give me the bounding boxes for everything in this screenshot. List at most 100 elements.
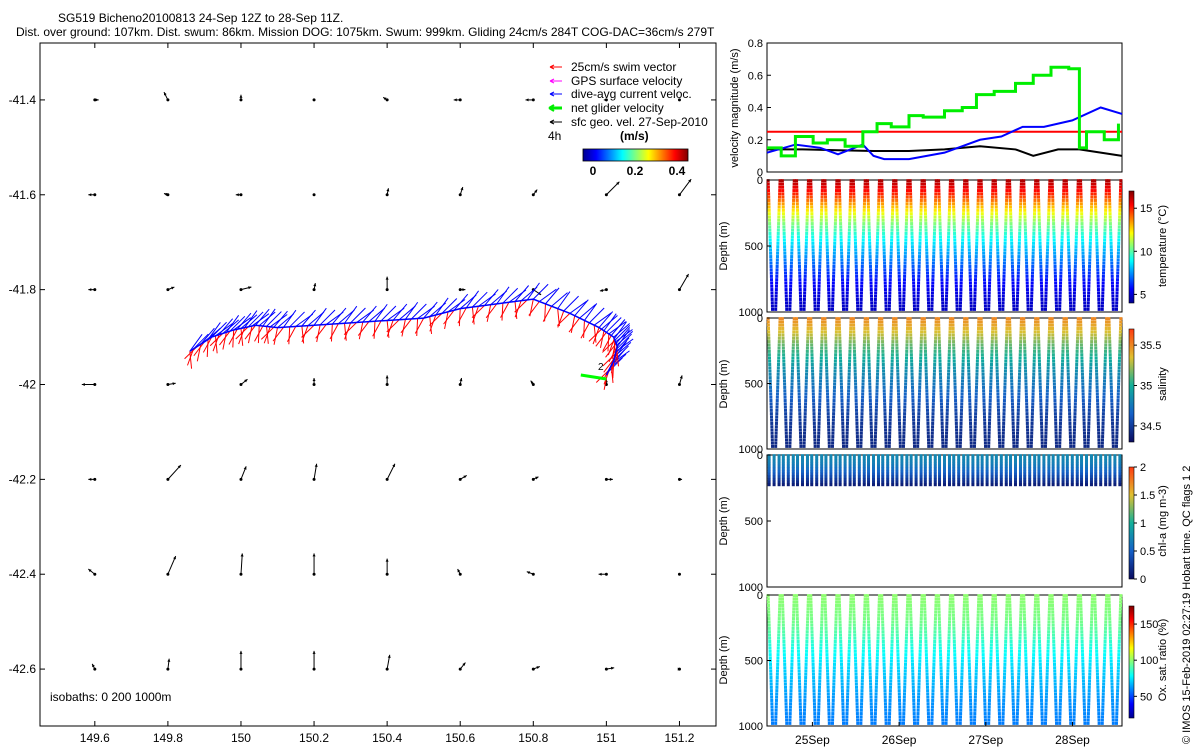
temperature-dot [910,222,914,226]
temperature-dot [880,198,884,202]
temperature-dot [1062,189,1066,193]
salinity-dot [962,343,966,347]
salinity-dot [1008,336,1012,340]
temperature-dot [1059,271,1063,275]
temperature-dot [955,291,959,295]
temperature-dot [890,231,894,235]
salinity-dot [1108,356,1112,360]
temperature-dot [812,288,816,292]
salinity-dot [1103,369,1107,373]
temperature-dot [1096,261,1100,265]
salinity-dot [888,415,892,419]
temperature-dot [982,255,986,259]
salinity-dot [833,369,837,373]
temperature-dot [890,241,894,245]
temperature-dot [877,182,881,186]
salinity-dot [912,441,916,445]
temperature-dot [1023,205,1027,209]
temperature-dot [953,248,957,252]
temperature-dot [860,284,864,288]
salinity-dot [926,428,930,432]
salinity-dot [1022,323,1026,327]
salinity-dot [948,317,952,321]
salinity-dot [809,326,813,330]
salinity-dot [937,343,941,347]
salinity-dot [811,376,815,380]
salinity-dot [884,444,888,448]
salinity-dot [1089,366,1093,370]
salinity-dot [1074,372,1078,376]
temperature-dot [1116,274,1120,278]
temperature-dot [768,245,772,249]
salinity-dot [1044,431,1048,435]
temperature-dot [1073,278,1077,282]
temperature-dot [833,245,837,249]
speed-colorbar-tick-label: 0.4 [669,164,686,178]
chlorophyll-dot [852,456,856,460]
temperature-dot [770,288,774,292]
geo-vector-head [457,569,461,573]
swim-vector [514,299,528,313]
salinity-dot [1011,408,1015,412]
temperature-dot [1097,294,1101,298]
temperature-dot [1009,212,1013,216]
chlorophyll-dot [781,456,785,460]
temperature-dot [1054,294,1058,298]
chlorophyll-dot [881,459,885,463]
salinity-dot [931,415,935,419]
salinity-dot [1110,395,1114,399]
salinity-dot [1067,408,1071,412]
salinity-dot [825,376,829,380]
salinity-dot [1046,382,1050,386]
salinity-dot [1039,402,1043,406]
figure-subtitle: Dist. over ground: 107km. Dist. swum: 86… [16,25,715,39]
chlorophyll-dot [900,480,904,484]
salinity-dot [918,376,922,380]
chlorophyll-dot [834,456,838,460]
salinity-dot [774,444,778,448]
salinity-dot [866,326,870,330]
salinity-dot [1048,326,1052,330]
swim-vector [603,372,609,390]
dac-vector [502,287,519,304]
swim-vector [528,301,540,316]
temperature-dot [792,179,796,183]
temperature-dot [788,297,792,301]
temperature-dot [1101,288,1105,292]
temperature-dot [1075,222,1079,226]
chlorophyll-dot [852,470,856,473]
temperature-dot [845,284,849,288]
salinity-dot [1066,369,1070,373]
salinity-dot [925,389,929,393]
temperature-dot [947,222,951,226]
temperature-dot [789,288,793,292]
temperature-dot [932,241,936,245]
salinity-dot [1088,389,1092,393]
geo-vector-origin [312,193,316,197]
temperature-dot [1097,291,1101,295]
temperature-dot [855,288,859,292]
salinity-dot [1065,349,1069,353]
chlorophyll-dot [867,477,871,481]
legend-item-net: net glider velocity [548,101,664,115]
dac-vector [616,329,631,347]
salinity-dot [848,343,852,347]
temperature-dot [906,182,910,186]
salinity-dot [1087,421,1091,425]
salinity-dot [939,382,943,386]
temperature-dot [980,208,984,212]
temperature-dot [859,291,863,295]
isobaths-label: isobaths: 0 200 1000m [50,690,171,704]
salinity-dot [1054,415,1058,419]
salinity-dot [1075,363,1079,367]
temperature-dot [1072,304,1076,308]
temperature-dot [1108,198,1112,202]
salinity-dot [896,363,900,367]
chlorophyll-dot [872,475,875,479]
temperature-dot [1047,198,1051,202]
temperature-dot [790,231,794,235]
salinity-dot [908,317,912,321]
salinity-dot [1109,369,1113,373]
temperature-dot [790,258,794,262]
temperature-dot [926,281,930,285]
